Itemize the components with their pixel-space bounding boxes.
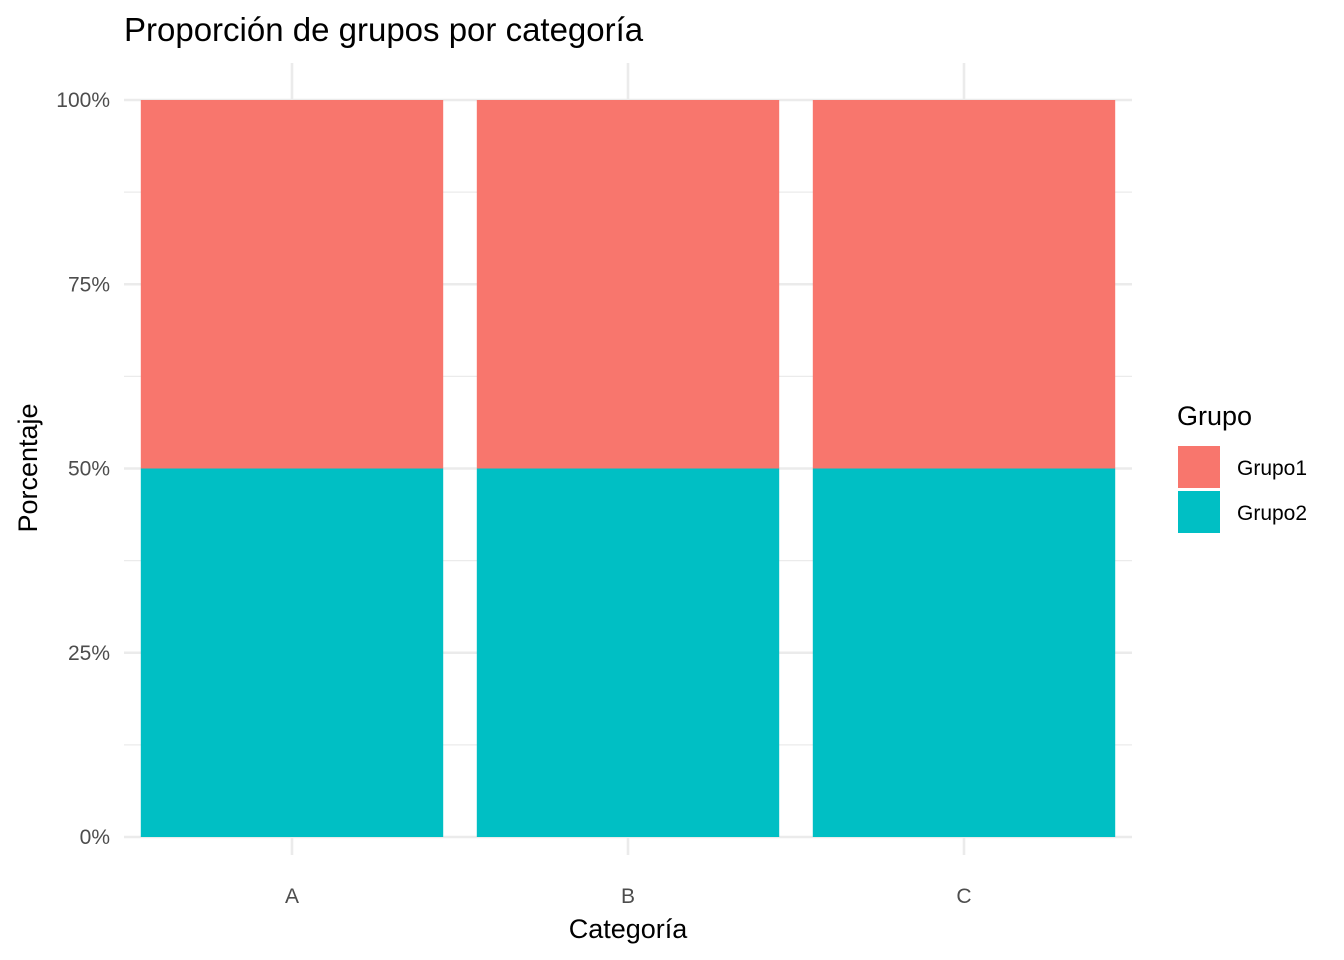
y-tick-label: 25% bbox=[68, 642, 110, 665]
bar-B-Grupo2 bbox=[476, 468, 780, 837]
legend-key-Grupo2 bbox=[1178, 491, 1220, 533]
bar-B-Grupo1 bbox=[476, 100, 780, 469]
y-axis-ticks: 0% 25% 50% 75% 100% bbox=[56, 89, 110, 849]
y-tick-label: 50% bbox=[68, 458, 110, 481]
x-tick-label: A bbox=[285, 885, 299, 908]
bar-A-Grupo2 bbox=[140, 468, 444, 837]
y-axis-title: Porcentaje bbox=[13, 403, 43, 532]
legend: Grupo Grupo1 Grupo2 bbox=[1177, 401, 1307, 533]
x-tick-label: C bbox=[956, 885, 971, 908]
bar-C-Grupo1 bbox=[812, 100, 1116, 469]
legend-label: Grupo1 bbox=[1237, 457, 1307, 480]
bar-C-Grupo2 bbox=[812, 468, 1116, 837]
bar-A-Grupo1 bbox=[140, 100, 444, 469]
y-tick-label: 100% bbox=[56, 89, 110, 112]
x-axis-title: Categoría bbox=[569, 914, 689, 944]
y-tick-label: 0% bbox=[80, 826, 110, 849]
legend-title: Grupo bbox=[1177, 401, 1252, 431]
y-tick-label: 75% bbox=[68, 273, 110, 296]
x-tick-label: B bbox=[621, 885, 635, 908]
chart-title: Proporción de grupos por categoría bbox=[124, 11, 644, 48]
bars bbox=[140, 100, 1116, 837]
legend-label: Grupo2 bbox=[1237, 502, 1307, 525]
x-axis-ticks: A B C bbox=[285, 885, 972, 908]
legend-key-Grupo1 bbox=[1178, 446, 1220, 488]
